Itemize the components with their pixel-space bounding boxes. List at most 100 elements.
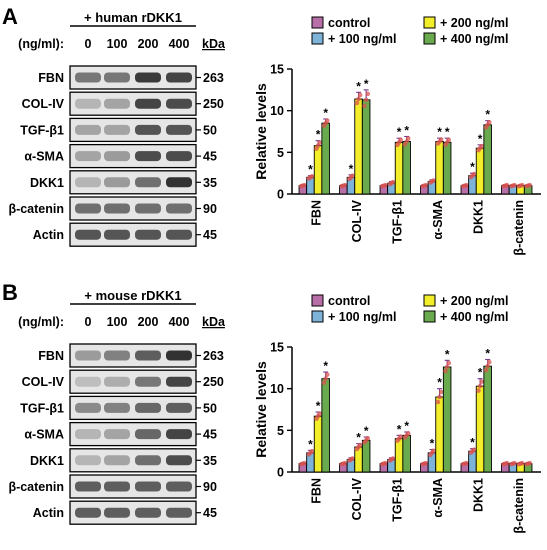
data-point (354, 100, 360, 106)
data-point (365, 91, 371, 97)
band (166, 481, 192, 492)
category-label: α-SMA (431, 200, 445, 240)
band (135, 72, 161, 83)
data-point (527, 182, 533, 188)
data-point (483, 367, 489, 373)
category-label: β-catenin (512, 478, 526, 534)
kda-value: 50 (203, 401, 217, 415)
band (75, 376, 101, 387)
band (104, 177, 130, 188)
significance-star: * (397, 125, 402, 139)
data-point (365, 436, 371, 441)
legend: control + 100 ng/ml + 200 ng/ml + 400 ng/ml (311, 16, 508, 46)
band (104, 124, 130, 135)
protein-label: COL-IV (22, 375, 65, 389)
kda-value: 50 (203, 123, 217, 137)
y-tick-label: 5 (277, 424, 284, 438)
data-point (477, 383, 483, 389)
protein-label: α-SMA (24, 150, 64, 164)
bar (442, 141, 452, 195)
data-point (390, 456, 396, 461)
legend-label: + 200 ng/ml (440, 294, 508, 308)
data-point (485, 363, 490, 369)
protein-label: β-catenin (8, 202, 64, 216)
bar (313, 145, 323, 195)
protein-label: β-catenin (8, 480, 64, 494)
band (104, 203, 130, 214)
kda-value: 250 (203, 97, 224, 111)
band (135, 151, 161, 162)
data-point (504, 182, 510, 188)
legend-swatch (423, 294, 436, 307)
data-point (476, 388, 481, 393)
blot-row: FBN 263 (38, 65, 224, 90)
band (104, 402, 130, 413)
band (75, 203, 101, 214)
significance-star: * (445, 347, 450, 361)
y-tick-label: 15 (270, 341, 284, 355)
data-point (444, 364, 450, 370)
data-point (471, 171, 477, 177)
panel-letter-a: A (2, 4, 18, 29)
legend-swatch (311, 294, 324, 307)
band (104, 481, 130, 492)
band (166, 177, 192, 188)
band (135, 98, 161, 109)
y-tick-label: 10 (270, 382, 284, 396)
kda-value: 45 (203, 506, 217, 520)
data-point (504, 460, 510, 466)
kda-value: 90 (203, 202, 217, 216)
significance-star: * (404, 419, 409, 433)
bar (321, 378, 330, 473)
protein-label: TGF-β1 (20, 401, 64, 415)
significance-star: * (349, 162, 354, 176)
band (135, 229, 161, 240)
category-label: α-SMA (431, 478, 445, 518)
legend-label: control (328, 294, 370, 308)
bar (354, 98, 363, 195)
band (75, 507, 101, 518)
band (135, 203, 161, 214)
protein-label: DKK1 (30, 454, 64, 468)
dose-label: 0 (85, 37, 92, 51)
y-tick-label: 5 (277, 146, 284, 160)
band (75, 429, 101, 440)
data-point (383, 460, 388, 466)
bar-chart-b: control + 100 ng/ml + 200 ng/ml + 400 ng/ml… (253, 294, 541, 534)
data-point (357, 442, 363, 448)
significance-star: * (323, 106, 328, 120)
bar (394, 438, 404, 473)
legend: control + 100 ng/ml + 200 ng/ml + 400 ng/ml (311, 294, 508, 324)
bar (475, 147, 485, 195)
kda-value: 35 (203, 454, 217, 468)
blot-row: TGF-β1 50 (20, 117, 217, 143)
significance-star: * (470, 436, 475, 450)
blot-row: DKK1 35 (30, 448, 217, 473)
data-point (479, 143, 484, 149)
protein-label: FBN (38, 71, 64, 85)
dose-label: 400 (169, 37, 190, 51)
bar (435, 396, 444, 473)
significance-star: * (430, 437, 435, 451)
significance-star: * (308, 163, 313, 177)
bar (483, 124, 492, 195)
protein-label: FBN (38, 349, 64, 363)
data-point (471, 447, 477, 452)
kda-header: kDa (202, 315, 226, 329)
band (135, 429, 161, 440)
band (166, 402, 192, 413)
significance-star: * (308, 437, 313, 451)
band (135, 376, 161, 387)
data-point (438, 137, 444, 142)
data-point (431, 448, 436, 454)
protein-label: DKK1 (30, 176, 64, 190)
dose-unit-label: (ng/ml): (18, 37, 64, 51)
dose-unit-label: (ng/ml): (18, 315, 64, 329)
blot-row: TGF-β1 50 (20, 395, 217, 421)
panel-letter-b: B (2, 280, 18, 305)
data-point (398, 434, 403, 439)
blot-row: COL-IV 250 (22, 91, 224, 116)
dose-label: 400 (169, 315, 190, 329)
legend-swatch (311, 32, 324, 45)
dose-label: 100 (107, 37, 128, 51)
